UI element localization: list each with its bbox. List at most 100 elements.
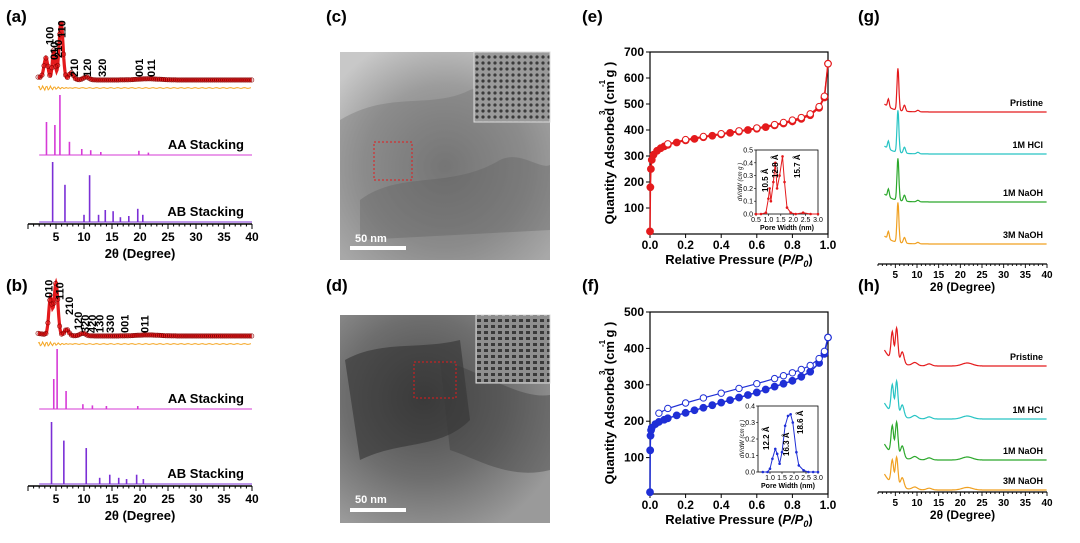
- desorption-point: [820, 347, 829, 356]
- fit-point: [106, 333, 112, 339]
- fit-point: [245, 333, 251, 339]
- fit-point: [57, 323, 63, 329]
- inset-x-tick-label: 1.5: [776, 217, 786, 224]
- fit-point: [131, 332, 137, 338]
- x-tick-label: 25: [976, 498, 988, 509]
- fit-point: [143, 332, 149, 338]
- adsorption-point: [646, 165, 655, 173]
- tem-image-c: 50 nm: [340, 51, 551, 260]
- fit-point: [39, 72, 45, 78]
- fit-point: [72, 333, 78, 339]
- adsorption-point: [646, 488, 654, 497]
- inset-y-title: dV/dW (cm g ): [738, 163, 744, 201]
- inset-x-tick-label: 3.0: [813, 217, 823, 224]
- desorption-point: [824, 60, 832, 68]
- tem-inset-border: [475, 314, 551, 384]
- panel-label-f: (f): [582, 276, 599, 295]
- y-axis-title-sup: -1: [598, 79, 607, 87]
- fit-point: [151, 332, 157, 338]
- pore-distribution-point: [767, 197, 770, 200]
- fit-point: [141, 76, 147, 82]
- inset-y-tick-label: 0.5: [743, 148, 753, 155]
- adsorption-point: [752, 388, 761, 397]
- fit-point: [127, 77, 133, 83]
- pore-distribution-point: [774, 161, 777, 165]
- x-tick-label: 1.0: [820, 498, 837, 512]
- x-axis-title: 2θ (Degree): [930, 508, 995, 522]
- fit-point: [164, 77, 170, 83]
- inset-y-tick-label: 0.3: [745, 420, 755, 427]
- fit-point: [74, 77, 80, 83]
- fit-point: [186, 333, 192, 339]
- x-tick-label: 20: [133, 230, 147, 244]
- inset-x-title: Pore Width (nm): [760, 225, 814, 232]
- x-tick-label: 30: [189, 492, 203, 506]
- adsorption-point: [717, 398, 726, 407]
- fit-point: [221, 333, 227, 339]
- fit-point: [135, 76, 141, 82]
- desorption-point: [681, 135, 690, 144]
- fit-point: [164, 333, 170, 339]
- pore-distribution-point: [791, 421, 795, 424]
- pore-distribution-point: [807, 470, 810, 474]
- fit-point: [213, 77, 219, 83]
- tem-flake: [345, 340, 470, 460]
- fit-point: [139, 332, 145, 338]
- panel-label-a: (a): [6, 7, 27, 26]
- adsorption-point: [797, 372, 806, 381]
- fit-point: [90, 333, 96, 339]
- fit-point: [208, 77, 214, 83]
- x-tick-label: 20: [133, 492, 147, 506]
- plot-frame: [649, 311, 829, 495]
- fit-point: [102, 333, 108, 339]
- desorption-point: [664, 140, 672, 148]
- fit-point: [108, 333, 114, 339]
- tem-image-d: 50 nm: [340, 314, 551, 523]
- treatment-label: 1M NaOH: [1003, 188, 1043, 198]
- fit-point: [176, 77, 182, 83]
- fit-point: [47, 72, 53, 78]
- adsorption-point: [708, 131, 717, 140]
- desorption-point: [753, 380, 761, 388]
- fit-point: [190, 333, 196, 339]
- fit-point: [112, 77, 118, 83]
- adsorption-point: [708, 401, 717, 410]
- fit-point: [88, 76, 94, 82]
- treatment-label: Pristine: [1010, 98, 1043, 108]
- x-tick-label: 0.2: [677, 498, 694, 512]
- pore-distribution-point: [775, 187, 779, 190]
- pore-distribution-point: [778, 174, 781, 177]
- fit-point: [225, 77, 231, 83]
- fit-point: [219, 333, 225, 339]
- fit-point: [223, 333, 229, 339]
- fit-point: [157, 332, 163, 338]
- fit-point: [245, 77, 251, 83]
- fit-point: [117, 77, 123, 83]
- miller-index-label: 320: [97, 59, 109, 77]
- miller-index-label: 010: [44, 280, 56, 298]
- isotherm-panel-f: 0.0 0.2 0.4 0.6 0.8 1.0 100 200 300 400 500 Relati…: [598, 305, 837, 529]
- inset-x-tick-label: 3.0: [813, 475, 823, 482]
- fit-point: [178, 77, 184, 83]
- treatment-label: 3M NaOH: [1003, 230, 1043, 240]
- y-tick-label: 200: [624, 414, 644, 428]
- hcl-trace: [883, 378, 1047, 420]
- pore-distribution-point: [769, 199, 773, 203]
- treatment-label: 1M NaOH: [1003, 446, 1043, 456]
- fit-point: [59, 21, 65, 27]
- fit-point: [200, 77, 206, 83]
- x-axis-title: 2θ (Degree): [105, 246, 176, 261]
- fit-point: [233, 77, 239, 83]
- fit-point: [217, 333, 223, 339]
- x-tick-label: 30: [998, 270, 1010, 281]
- fit-point: [55, 296, 61, 302]
- desorption-point: [797, 365, 805, 374]
- fit-point: [35, 330, 41, 336]
- x-tick-label: 35: [217, 492, 231, 506]
- fit-point: [231, 333, 237, 339]
- fit-point: [139, 76, 145, 82]
- inset-y-tick-label: 0.2: [743, 186, 753, 193]
- desorption-point: [806, 110, 814, 118]
- inset-y-tick-label: 0.3: [743, 173, 753, 180]
- miller-index-label: 120: [73, 312, 85, 330]
